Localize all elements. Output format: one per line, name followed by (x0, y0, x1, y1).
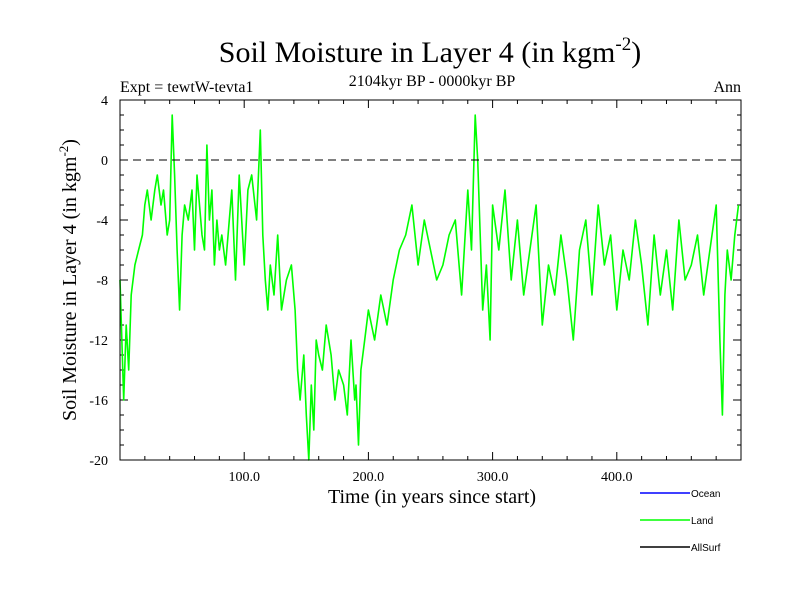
y-axis-label-exp: -2 (56, 146, 71, 157)
x-tick-label: 300.0 (477, 470, 509, 485)
legend: Ocean Land AllSurf (640, 489, 721, 554)
season-label: Ann (713, 79, 741, 96)
y-tick-label: -16 (89, 394, 108, 409)
x-tick-label: 200.0 (353, 470, 385, 485)
plot-frame (119, 99, 742, 461)
chart-title-exp: -2 (615, 34, 631, 55)
y-tick-label: -20 (89, 454, 108, 469)
y-axis-label: Soil Moisture in Layer 4 (in kgm-2) (56, 139, 81, 421)
legend-label-land: Land (691, 516, 713, 527)
x-tick-label: 100.0 (228, 470, 260, 485)
experiment-label: Expt = tewtW-tevta1 (120, 79, 253, 96)
chart-title-close: ) (631, 36, 641, 69)
y-axis-label-close: ) (59, 139, 81, 146)
y-tick-label: -8 (96, 274, 108, 289)
chart-title-main: Soil Moisture in Layer 4 (in kgm (219, 36, 616, 69)
axis-ticks: 4 0 -4 -8 -12 -16 -20 100.0 200.0 300.0 400.0 (89, 94, 741, 485)
y-tick-label: -12 (89, 334, 108, 349)
y-tick-label: 4 (101, 94, 108, 109)
series-group (119, 114, 740, 461)
y-tick-label: 0 (101, 154, 108, 169)
chart-subtitle: 2104kyr BP - 0000kyr BP (349, 73, 516, 90)
y-tick-label: -4 (96, 214, 108, 229)
chart-title: Soil Moisture in Layer 4 (in kgm-2) (219, 34, 641, 69)
legend-label-allsurf: AllSurf (691, 543, 721, 554)
x-tick-label: 400.0 (601, 470, 633, 485)
legend-label-ocean: Ocean (691, 489, 720, 500)
x-axis-label: Time (in years since start) (328, 486, 536, 508)
y-axis-label-main: Soil Moisture in Layer 4 (in kgm (59, 156, 81, 421)
series-line-land (119, 114, 740, 461)
